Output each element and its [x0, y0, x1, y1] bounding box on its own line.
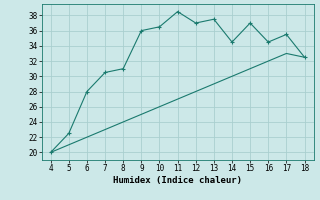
X-axis label: Humidex (Indice chaleur): Humidex (Indice chaleur) [113, 176, 242, 185]
